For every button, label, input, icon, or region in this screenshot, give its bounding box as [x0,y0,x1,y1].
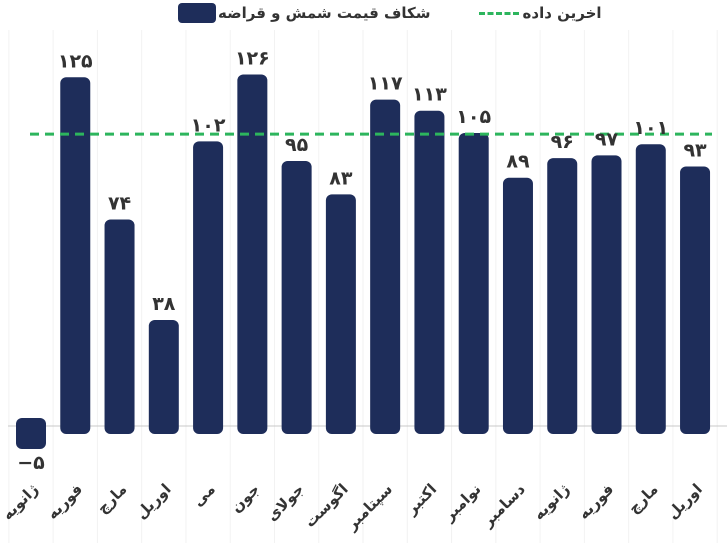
bars [16,74,711,449]
x-axis-label: اوریل [663,480,706,523]
legend-dashed-line-swatch [478,11,519,15]
value-label: ۱۲۶ [235,47,270,69]
chart-legend: شکاف قیمت شمش و قراضه اخرین داده [178,2,602,24]
x-axis-label: دسامبر [478,480,529,531]
x-axis-label: جون [227,480,263,516]
bar[interactable] [281,160,312,434]
value-label: −۵ [17,452,45,474]
value-label: ۱۰۵ [456,106,491,128]
bar[interactable] [60,77,91,434]
value-label: ۸۳ [329,167,353,189]
bar[interactable] [193,141,224,435]
x-axis-label: مارچ [93,480,130,517]
bar[interactable] [635,144,666,434]
bar[interactable] [680,166,711,434]
x-axis-label: سپتامبر [342,480,397,535]
bar[interactable] [458,133,489,435]
value-labels: −۵ ۱۲۵ ۷۴ ۳۸ ۱۰۲ ۱۲۶ ۹۵ ۸۳ ۱۱۷ ۱۱۳ ۱۰۵ ۸۹ ۹۶ ۹۷ ۱۰۱ ۹۳ [17,47,707,473]
value-label: ۱۱۳ [412,84,447,106]
bar[interactable] [414,110,445,434]
value-label: ۱۱۷ [368,73,403,95]
x-axis-label: نوامبر [439,480,484,525]
value-label: ۷۴ [108,193,131,215]
x-axis-label: اوریل [132,480,175,523]
legend-bar-swatch [178,3,216,23]
bar[interactable] [104,219,135,434]
value-label: ۹۷ [595,128,619,150]
bar[interactable] [547,158,578,434]
x-axis-label: مارچ [625,480,662,517]
value-label: ۹۳ [683,140,707,162]
bar[interactable] [16,418,46,449]
value-label: ۸۹ [506,151,530,173]
x-axis-labels: ژانویه فوریه مارچ اوریل می جون جولایاگوستسپتام… [0,480,706,535]
bar[interactable] [325,194,356,434]
x-axis-label: می [189,480,219,510]
value-label: ۱۲۵ [58,50,93,72]
bar[interactable] [591,155,622,434]
legend-line-label: اخرین داده [522,4,602,22]
bar[interactable] [370,99,401,434]
bar[interactable] [148,319,179,434]
bar[interactable] [237,74,268,435]
x-axis-label: فوریه [574,480,617,523]
value-label: ۱۰۱ [633,117,668,139]
x-axis-label: فوریه [43,480,86,523]
value-label: ۳۸ [152,293,176,315]
bar[interactable] [502,177,533,434]
x-axis-label: ژانویه [0,480,42,524]
value-label: ۹۵ [285,134,309,156]
legend-bar-label: شکاف قیمت شمش و قراضه [218,4,431,22]
gridlines [8,30,727,543]
x-axis-label: ژانویه [530,480,574,524]
value-label: ۹۶ [551,131,574,153]
value-label: ۱۰۲ [191,114,226,136]
